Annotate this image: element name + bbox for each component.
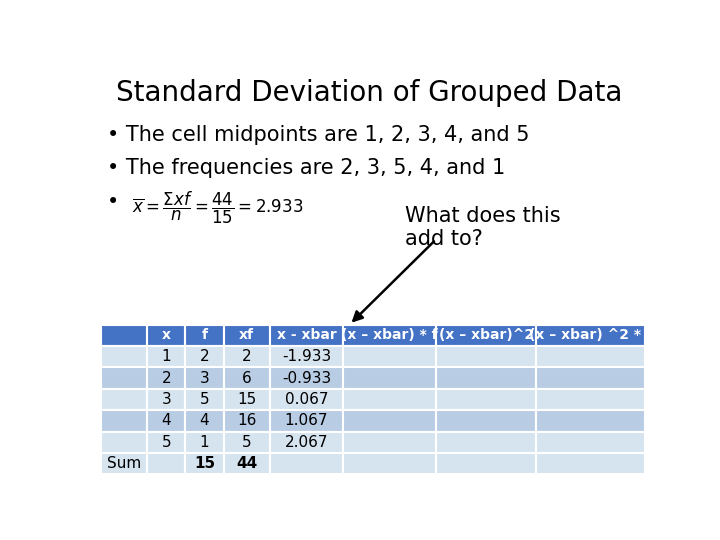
- Text: 5: 5: [199, 392, 210, 407]
- Bar: [536, 346, 645, 367]
- Bar: [343, 453, 436, 474]
- Text: f: f: [202, 328, 207, 342]
- Bar: [536, 367, 645, 389]
- Bar: [436, 346, 536, 367]
- Bar: [186, 389, 224, 410]
- Text: -1.933: -1.933: [282, 349, 331, 364]
- Bar: [270, 346, 343, 367]
- Bar: [186, 431, 224, 453]
- Bar: [101, 325, 148, 346]
- Text: $\overline{x}=\dfrac{\Sigma xf}{n}=\dfrac{44}{15}=2.933$: $\overline{x}=\dfrac{\Sigma xf}{n}=\dfra…: [132, 190, 303, 226]
- Text: 1: 1: [199, 435, 210, 450]
- Bar: [186, 346, 224, 367]
- Bar: [343, 410, 436, 431]
- Bar: [270, 431, 343, 453]
- Bar: [270, 410, 343, 431]
- Text: -0.933: -0.933: [282, 370, 331, 386]
- Text: 2: 2: [161, 370, 171, 386]
- Bar: [148, 431, 186, 453]
- Bar: [101, 410, 148, 431]
- Text: 15: 15: [237, 392, 256, 407]
- Bar: [224, 389, 270, 410]
- Text: 1.067: 1.067: [285, 414, 328, 428]
- Bar: [224, 367, 270, 389]
- Bar: [436, 431, 536, 453]
- Bar: [224, 410, 270, 431]
- Bar: [148, 410, 186, 431]
- Bar: [101, 367, 148, 389]
- Text: 4: 4: [199, 414, 210, 428]
- Text: 0.067: 0.067: [285, 392, 328, 407]
- Bar: [436, 325, 536, 346]
- Text: 16: 16: [237, 414, 256, 428]
- Text: 5: 5: [242, 435, 251, 450]
- Bar: [270, 367, 343, 389]
- Text: (x – xbar) * f: (x – xbar) * f: [341, 328, 438, 342]
- Bar: [343, 346, 436, 367]
- Bar: [436, 367, 536, 389]
- Bar: [224, 431, 270, 453]
- Bar: [224, 453, 270, 474]
- Text: 2: 2: [199, 349, 210, 364]
- Text: 2.067: 2.067: [285, 435, 328, 450]
- Text: (x – xbar) ^2 * f: (x – xbar) ^2 * f: [529, 328, 652, 342]
- Text: 44: 44: [236, 456, 257, 471]
- Bar: [101, 431, 148, 453]
- Bar: [224, 346, 270, 367]
- Bar: [148, 453, 186, 474]
- Text: 3: 3: [199, 370, 210, 386]
- Bar: [101, 453, 148, 474]
- Text: Sum: Sum: [107, 456, 141, 471]
- Bar: [343, 367, 436, 389]
- Bar: [186, 410, 224, 431]
- Bar: [536, 453, 645, 474]
- Text: xf: xf: [239, 328, 254, 342]
- Text: 6: 6: [242, 370, 251, 386]
- Text: 1: 1: [161, 349, 171, 364]
- Bar: [148, 367, 186, 389]
- Bar: [536, 410, 645, 431]
- Bar: [186, 367, 224, 389]
- Bar: [270, 325, 343, 346]
- Bar: [101, 346, 148, 367]
- Bar: [536, 325, 645, 346]
- Bar: [148, 346, 186, 367]
- Text: 3: 3: [161, 392, 171, 407]
- Bar: [436, 453, 536, 474]
- Bar: [186, 325, 224, 346]
- Bar: [436, 410, 536, 431]
- Bar: [536, 389, 645, 410]
- Text: 15: 15: [194, 456, 215, 471]
- Text: x: x: [162, 328, 171, 342]
- Text: (x – xbar)^2: (x – xbar)^2: [438, 328, 534, 342]
- Text: x - xbar: x - xbar: [276, 328, 336, 342]
- Bar: [270, 389, 343, 410]
- Bar: [343, 389, 436, 410]
- Bar: [536, 431, 645, 453]
- Text: • The frequencies are 2, 3, 5, 4, and 1: • The frequencies are 2, 3, 5, 4, and 1: [107, 158, 505, 178]
- Bar: [148, 389, 186, 410]
- Text: What does this
add to?: What does this add to?: [405, 206, 561, 249]
- Text: 5: 5: [161, 435, 171, 450]
- Bar: [270, 453, 343, 474]
- Text: 2: 2: [242, 349, 251, 364]
- Bar: [101, 389, 148, 410]
- Bar: [436, 389, 536, 410]
- Bar: [186, 453, 224, 474]
- Bar: [343, 431, 436, 453]
- Bar: [224, 325, 270, 346]
- Text: •: •: [107, 192, 119, 212]
- Text: Standard Deviation of Grouped Data: Standard Deviation of Grouped Data: [116, 79, 622, 107]
- Text: 4: 4: [161, 414, 171, 428]
- Bar: [343, 325, 436, 346]
- Bar: [148, 325, 186, 346]
- Text: • The cell midpoints are 1, 2, 3, 4, and 5: • The cell midpoints are 1, 2, 3, 4, and…: [107, 125, 529, 145]
